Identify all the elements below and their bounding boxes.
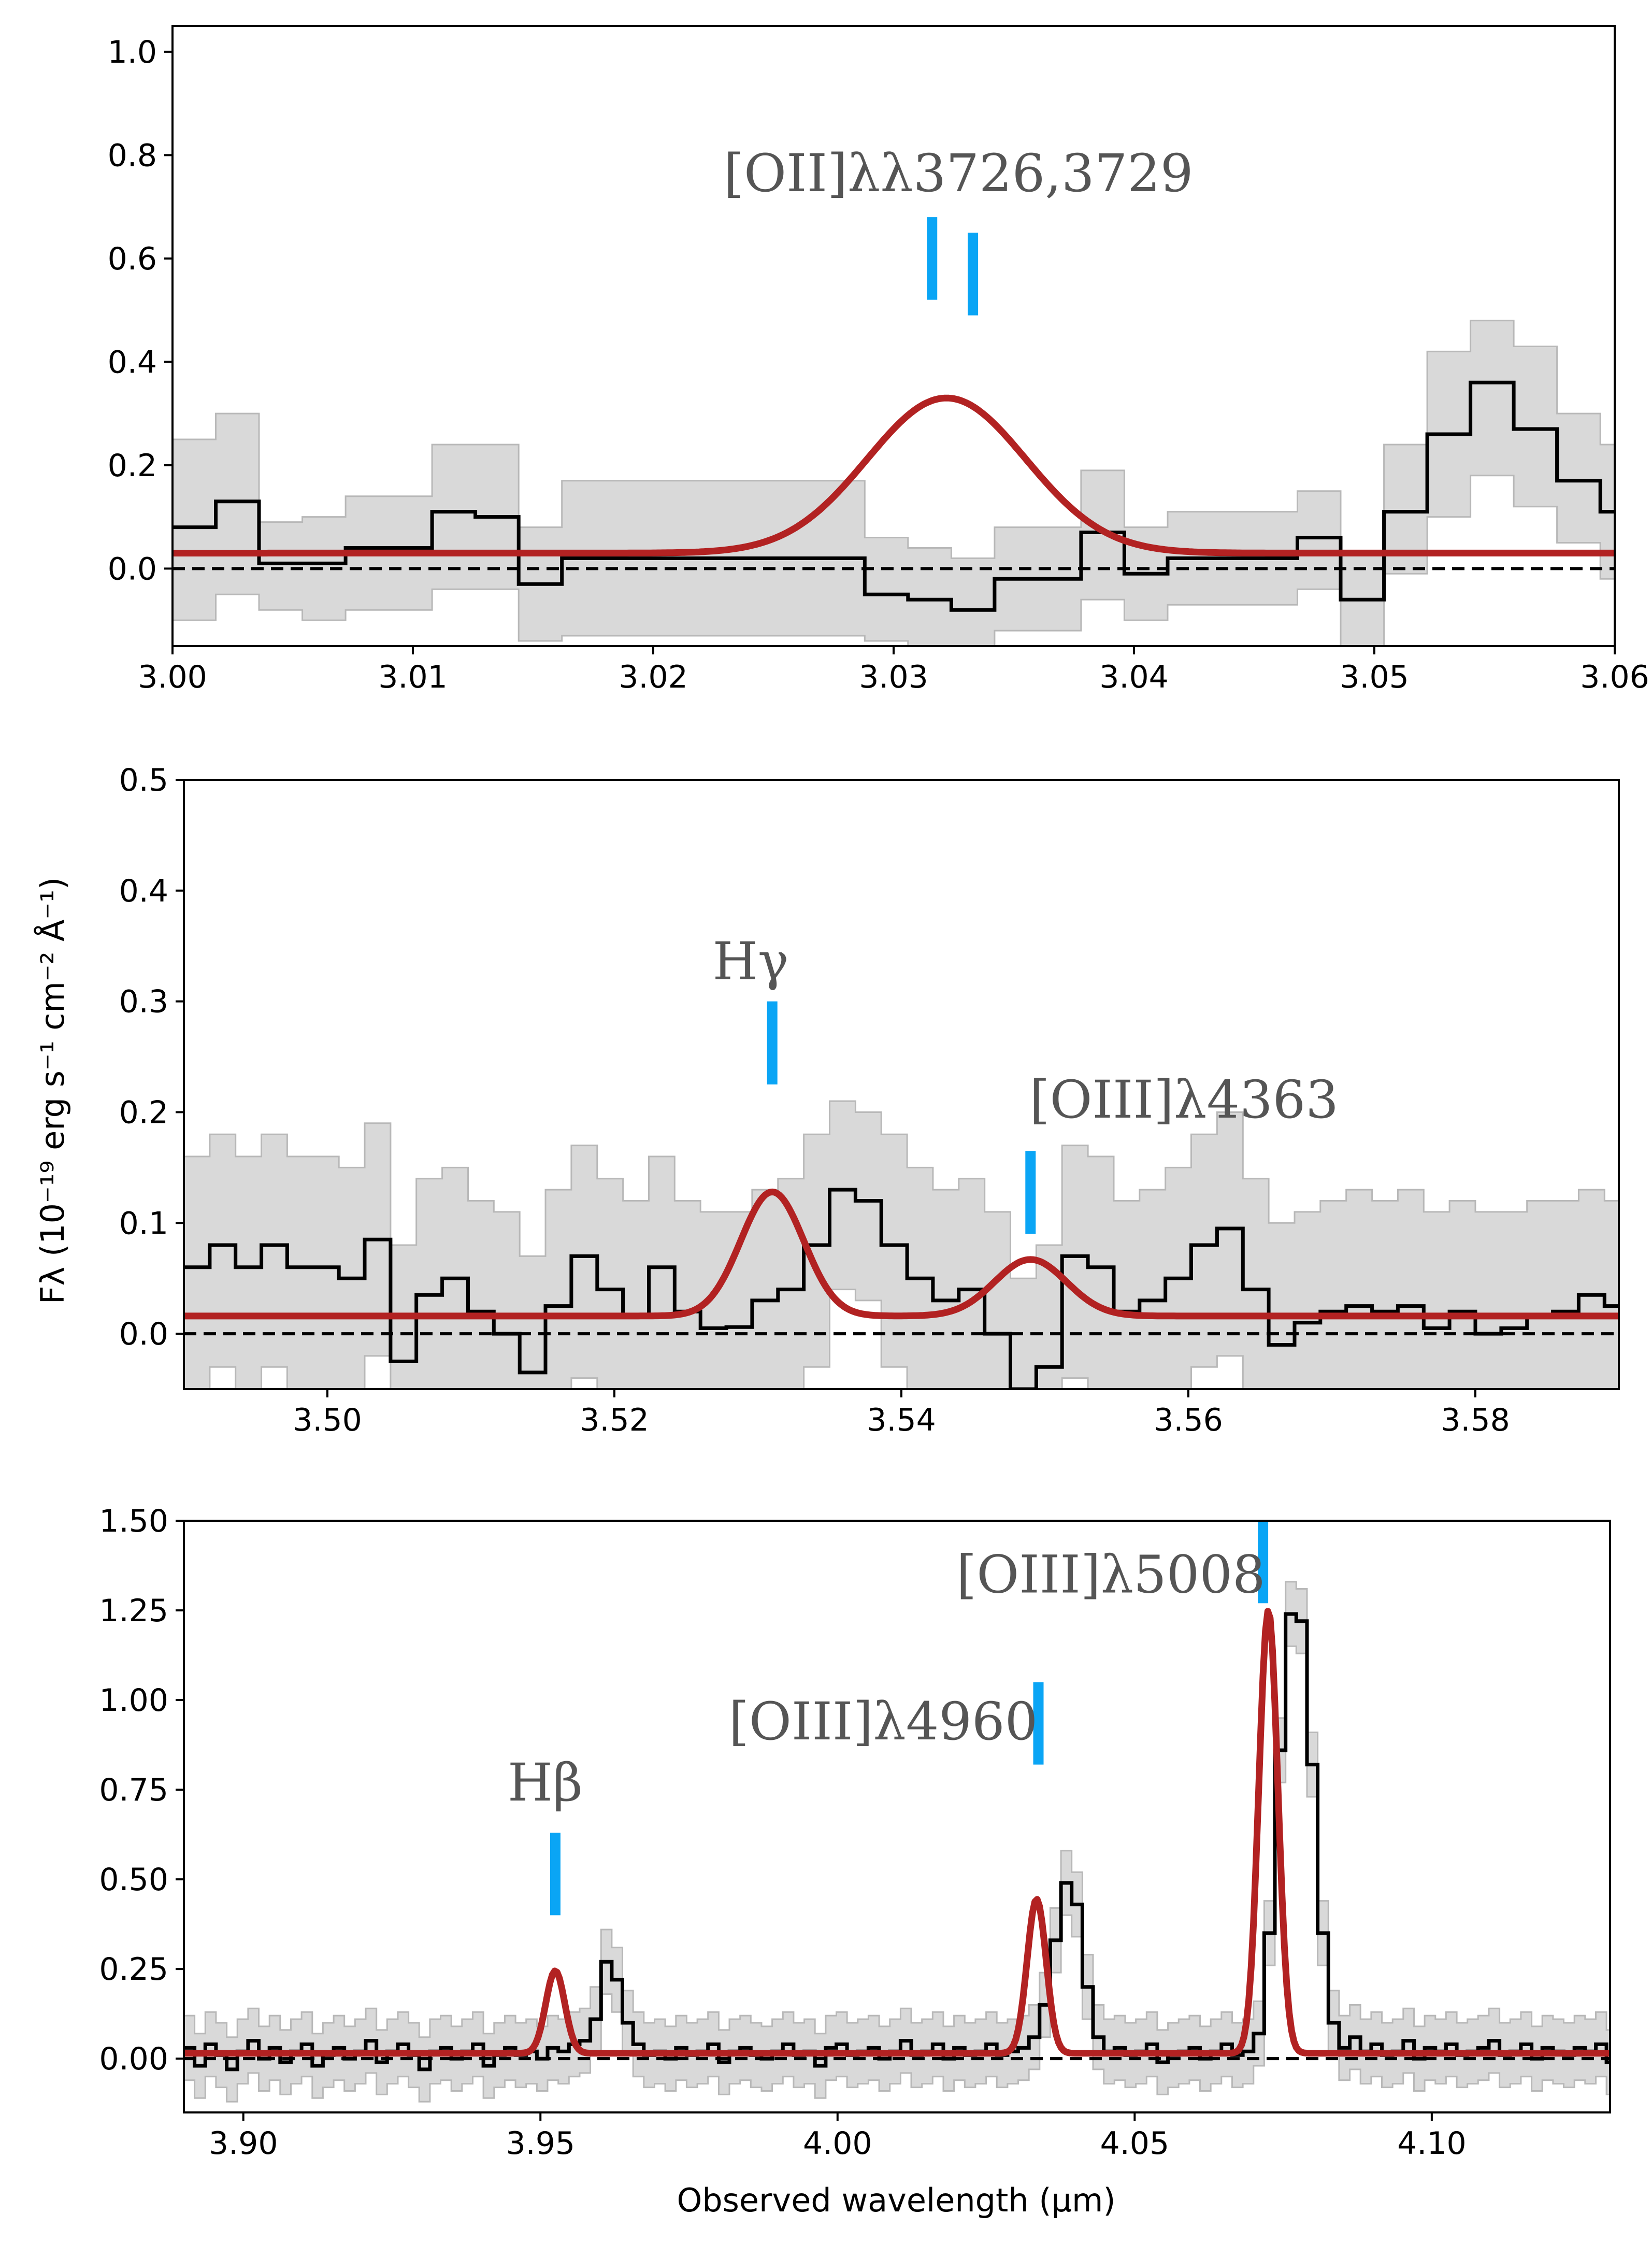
y-tick-label: 0.2 xyxy=(108,448,157,484)
plot-area xyxy=(184,1100,1619,1389)
y-tick-label: 0.0 xyxy=(119,1316,168,1352)
line-label-2: [OIII]λ4960 xyxy=(729,1691,1038,1752)
model-fit-line xyxy=(184,1608,1610,2057)
y-tick-label: 0.8 xyxy=(108,137,157,174)
plot-area xyxy=(173,320,1615,646)
data-step-line xyxy=(173,380,1615,612)
y-axis-title: Fλ (10⁻¹⁹ erg s⁻¹ cm⁻² Å⁻¹) xyxy=(34,877,71,1304)
x-tick-label: 3.03 xyxy=(859,659,928,695)
y-tick-label: 0.0 xyxy=(108,551,157,587)
x-tick-label: 3.05 xyxy=(1340,659,1409,695)
line-label-1: [OII]λλ3726,3729 xyxy=(724,143,1194,204)
y-tick-label: 1.25 xyxy=(99,1593,168,1629)
y-tick-label: 1.50 xyxy=(99,1503,168,1539)
y-tick-label: 0.5 xyxy=(119,762,168,798)
x-tick-label: 4.10 xyxy=(1397,2125,1467,2162)
x-tick-label: 3.58 xyxy=(1441,1402,1510,1438)
x-tick-label: 3.04 xyxy=(1099,659,1169,695)
x-tick-label: 4.00 xyxy=(803,2125,872,2162)
y-tick-label: 0.3 xyxy=(119,984,168,1020)
panel-hbeta-oiii-doublet: Hβ [OIII]λ4960 [OIII]λ5008 3.90 3.95 4.00 4.05… xyxy=(99,1503,1611,2162)
panel-hgamma-oiii4363: Hγ [OIII]λ4363 3.50 3.52 3.54 3.56 3.58 0.0 0.1 0… xyxy=(119,762,1620,1438)
y-tick-label: 0.75 xyxy=(99,1772,168,1808)
y-tick-label: 0.4 xyxy=(119,873,168,909)
x-tick-label: 3.54 xyxy=(867,1402,936,1438)
line-label-2: [OIII]λ4363 xyxy=(1029,1069,1338,1130)
x-tick-label: 3.02 xyxy=(619,659,688,695)
y-tick-label: 0.4 xyxy=(108,344,157,380)
x-axis-title: Observed wavelength (μm) xyxy=(677,2181,1115,2219)
y-tick-label: 0.6 xyxy=(108,241,157,277)
x-tick-label: 3.52 xyxy=(580,1402,649,1438)
x-tick-label: 3.95 xyxy=(506,2125,575,2162)
line-label-1: Hβ xyxy=(508,1752,583,1813)
y-tick-label: 1.00 xyxy=(99,1682,168,1719)
x-tick-label: 4.05 xyxy=(1100,2125,1170,2162)
x-tick-label: 3.01 xyxy=(378,659,448,695)
x-tick-label: 3.90 xyxy=(209,2125,278,2162)
y-tick-label: 0.1 xyxy=(119,1205,168,1241)
y-tick-label: 0.00 xyxy=(99,2041,168,2077)
model-fit-line xyxy=(184,1188,1619,1320)
y-tick-label: 1.0 xyxy=(108,34,157,70)
y-tick-label: 0.50 xyxy=(99,1862,168,1898)
y-tick-label: 0.2 xyxy=(119,1094,168,1131)
x-tick-label: 3.06 xyxy=(1580,659,1649,695)
plot-area xyxy=(184,1581,1610,2103)
y-tick-label: 0.25 xyxy=(99,1951,168,1988)
data-step-line xyxy=(184,1188,1619,1389)
x-tick-label: 3.00 xyxy=(138,659,207,695)
x-tick-label: 3.56 xyxy=(1154,1402,1223,1438)
line-label-3: [OIII]λ5008 xyxy=(956,1544,1265,1605)
error-band xyxy=(173,320,1615,646)
panel-oii: [OII]λλ3726,3729 3.00 3.01 3.02 3.03 3.04 3.05… xyxy=(108,25,1649,695)
model-fit-line xyxy=(173,394,1615,556)
axes-frame xyxy=(183,1520,1611,2113)
data-step-line xyxy=(184,1612,1610,2072)
line-label-1: Hγ xyxy=(713,931,789,992)
x-tick-label: 3.50 xyxy=(293,1402,362,1438)
